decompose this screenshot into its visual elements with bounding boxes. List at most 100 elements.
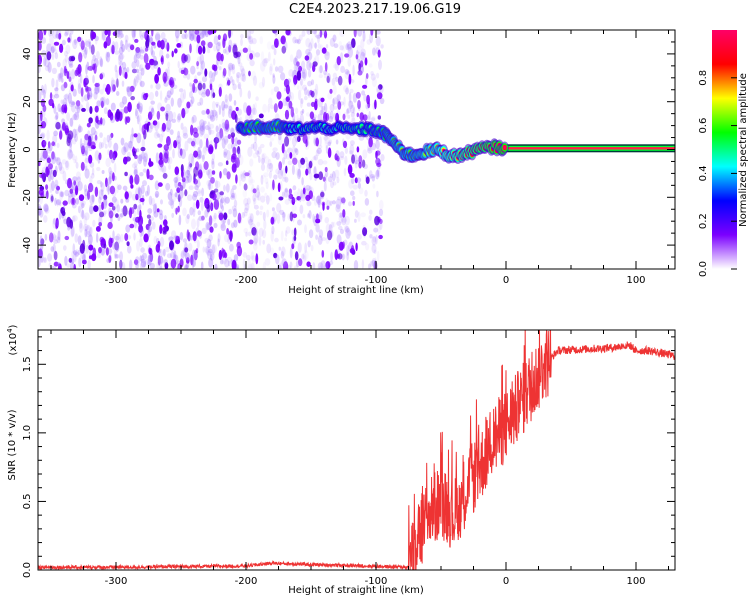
noise-speckle	[294, 39, 300, 44]
x-tick-label: -200	[235, 576, 258, 587]
noise-speckle	[180, 92, 185, 103]
noise-speckle	[344, 215, 350, 226]
noise-speckle	[111, 206, 116, 211]
noise-speckle	[109, 173, 113, 183]
noise-speckle	[197, 71, 202, 76]
noise-speckle	[139, 172, 144, 177]
noise-speckle	[47, 253, 53, 262]
noise-speckle	[325, 170, 329, 178]
noise-speckle	[292, 145, 296, 155]
noise-speckle	[105, 51, 109, 62]
noise-speckle	[208, 127, 212, 136]
noise-speckle	[208, 180, 211, 190]
noise-speckle	[63, 65, 67, 77]
noise-speckle	[247, 231, 252, 237]
noise-speckle	[216, 42, 221, 52]
noise-speckle	[64, 127, 70, 134]
noise-speckle	[300, 192, 307, 202]
colorbar-tick-label: 0.4	[698, 165, 709, 181]
noise-speckle	[88, 40, 92, 50]
noise-speckle	[347, 114, 351, 119]
noise-speckle	[116, 204, 120, 213]
noise-speckle	[374, 215, 380, 226]
noise-speckle	[168, 110, 174, 122]
noise-speckle	[309, 111, 315, 120]
noise-speckle	[196, 56, 202, 65]
noise-speckle	[286, 153, 291, 160]
noise-speckle	[259, 210, 263, 216]
noise-speckle	[210, 140, 213, 148]
noise-speckle	[292, 36, 297, 44]
noise-speckle	[187, 194, 193, 201]
noise-speckle	[375, 139, 380, 150]
noise-speckle	[344, 155, 348, 165]
noise-speckle	[250, 262, 255, 269]
noise-speckle	[310, 38, 314, 49]
noise-speckle	[304, 140, 310, 150]
noise-speckle	[264, 258, 271, 266]
noise-speckle	[348, 201, 352, 207]
noise-speckle	[237, 150, 241, 159]
noise-speckle	[140, 258, 146, 268]
noise-speckle	[324, 51, 330, 56]
noise-speckle	[118, 53, 124, 62]
noise-speckle	[180, 250, 186, 258]
noise-speckle	[89, 106, 93, 114]
noise-speckle	[110, 116, 115, 124]
noise-speckle	[237, 81, 242, 90]
noise-speckle	[116, 30, 121, 38]
noise-speckle	[55, 111, 59, 120]
noise-speckle	[110, 237, 114, 244]
x-tick-label: 100	[626, 576, 645, 587]
noise-speckle	[156, 110, 161, 120]
noise-speckle	[88, 154, 93, 164]
noise-speckle	[131, 61, 137, 69]
noise-speckle	[313, 173, 320, 179]
noise-speckle	[95, 226, 101, 232]
noise-speckle	[237, 57, 241, 65]
noise-speckle	[240, 38, 243, 46]
noise-speckle	[53, 250, 58, 261]
noise-speckle	[98, 222, 102, 227]
noise-speckle	[113, 198, 119, 209]
noise-speckle	[363, 53, 366, 58]
noise-speckle	[332, 98, 335, 107]
noise-speckle	[202, 30, 205, 33]
noise-speckle	[368, 215, 372, 221]
noise-speckle	[264, 177, 269, 185]
noise-speckle	[63, 68, 68, 77]
noise-speckle	[291, 196, 296, 206]
noise-speckle	[290, 106, 294, 118]
noise-speckle	[80, 73, 83, 84]
noise-speckle	[343, 225, 349, 232]
noise-speckle	[201, 30, 206, 38]
noise-speckle	[91, 167, 95, 176]
noise-speckle	[248, 218, 254, 226]
noise-speckle	[157, 256, 164, 264]
noise-speckle	[336, 155, 340, 162]
noise-speckle	[46, 146, 52, 154]
noise-speckle	[143, 53, 149, 64]
noise-speckle	[72, 88, 77, 97]
noise-speckle	[122, 205, 128, 217]
noise-speckle	[358, 187, 364, 195]
noise-speckle	[281, 211, 286, 218]
noise-speckle	[362, 149, 368, 160]
noise-speckle	[144, 47, 149, 52]
noise-speckle	[326, 205, 330, 210]
noise-speckle	[70, 101, 76, 113]
noise-speckle	[242, 252, 248, 258]
noise-speckle	[189, 33, 195, 41]
noise-speckle	[304, 55, 310, 61]
noise-speckle	[39, 173, 43, 178]
noise-speckle	[283, 149, 288, 160]
noise-speckle	[128, 140, 132, 151]
noise-speckle	[301, 60, 306, 70]
noise-speckle	[201, 92, 207, 98]
noise-speckle	[196, 218, 200, 228]
noise-speckle	[216, 61, 220, 69]
noise-speckle	[271, 44, 276, 50]
noise-speckle	[377, 223, 381, 235]
noise-speckle	[200, 201, 204, 211]
noise-speckle	[177, 194, 181, 203]
